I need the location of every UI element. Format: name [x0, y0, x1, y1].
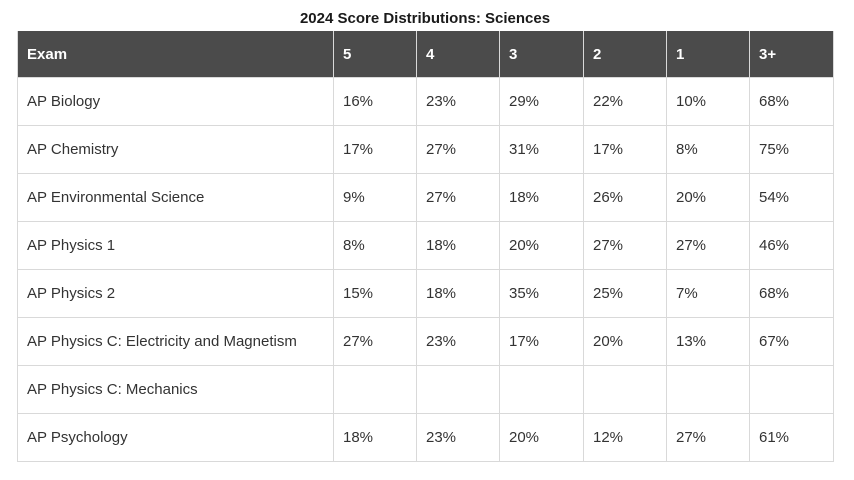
score-1-cell	[666, 365, 750, 414]
score-3-plus-cell: 46%	[749, 221, 834, 270]
table-row: AP Physics C: Mechanics	[17, 365, 834, 414]
score-2-cell: 20%	[583, 317, 667, 366]
score-3-plus-cell: 61%	[749, 413, 834, 462]
score-5-cell: 15%	[333, 269, 417, 318]
score-3-cell: 17%	[499, 317, 584, 366]
score-5-cell: 17%	[333, 125, 417, 174]
header-score-4: 4	[416, 31, 500, 78]
score-1-cell: 20%	[666, 173, 750, 222]
score-3-cell: 35%	[499, 269, 584, 318]
score-1-cell: 7%	[666, 269, 750, 318]
score-5-cell	[333, 365, 417, 414]
header-score-3: 3	[499, 31, 584, 78]
exam-name: AP Physics 1	[17, 221, 334, 270]
exam-name: AP Physics C: Mechanics	[17, 365, 334, 414]
table-row: AP Environmental Science 9% 27% 18% 26% …	[17, 173, 834, 222]
score-3-cell: 20%	[499, 413, 584, 462]
exam-name: AP Psychology	[17, 413, 334, 462]
score-5-cell: 27%	[333, 317, 417, 366]
score-2-cell	[583, 365, 667, 414]
score-5-cell: 8%	[333, 221, 417, 270]
header-score-1: 1	[666, 31, 750, 78]
exam-name: AP Physics C: Electricity and Magnetism	[17, 317, 334, 366]
score-2-cell: 25%	[583, 269, 667, 318]
header-score-2: 2	[583, 31, 667, 78]
score-2-cell: 22%	[583, 77, 667, 126]
score-3-plus-cell: 68%	[749, 77, 834, 126]
table-row: AP Chemistry 17% 27% 31% 17% 8% 75%	[17, 125, 834, 174]
score-3-cell: 18%	[499, 173, 584, 222]
score-4-cell: 27%	[416, 173, 500, 222]
score-3-plus-cell	[749, 365, 834, 414]
table-title: 2024 Score Distributions: Sciences	[299, 10, 551, 27]
score-4-cell: 23%	[416, 413, 500, 462]
score-1-cell: 27%	[666, 413, 750, 462]
exam-name: AP Physics 2	[17, 269, 334, 318]
score-3-plus-cell: 68%	[749, 269, 834, 318]
table-row: AP Physics 2 15% 18% 35% 25% 7% 68%	[17, 269, 834, 318]
score-4-cell: 27%	[416, 125, 500, 174]
header-score-5: 5	[333, 31, 417, 78]
score-5-cell: 18%	[333, 413, 417, 462]
score-table-container: 2024 Score Distributions: Sciences Exam …	[17, 7, 834, 462]
score-2-cell: 26%	[583, 173, 667, 222]
score-3-cell: 20%	[499, 221, 584, 270]
score-3-cell: 31%	[499, 125, 584, 174]
table-row: AP Physics C: Electricity and Magnetism …	[17, 317, 834, 366]
score-2-cell: 27%	[583, 221, 667, 270]
score-4-cell: 18%	[416, 221, 500, 270]
score-1-cell: 27%	[666, 221, 750, 270]
score-3-plus-cell: 75%	[749, 125, 834, 174]
header-score-3-plus: 3+	[749, 31, 834, 78]
score-1-cell: 8%	[666, 125, 750, 174]
table-row: AP Psychology 18% 23% 20% 12% 27% 61%	[17, 413, 834, 462]
score-4-cell: 18%	[416, 269, 500, 318]
score-5-cell: 9%	[333, 173, 417, 222]
table-header-row: Exam 5 4 3 2 1 3+	[17, 31, 834, 78]
exam-name: AP Environmental Science	[17, 173, 334, 222]
score-2-cell: 17%	[583, 125, 667, 174]
score-3-cell: 29%	[499, 77, 584, 126]
exam-name: AP Biology	[17, 77, 334, 126]
table-row: AP Physics 1 8% 18% 20% 27% 27% 46%	[17, 221, 834, 270]
score-4-cell	[416, 365, 500, 414]
score-3-plus-cell: 54%	[749, 173, 834, 222]
score-4-cell: 23%	[416, 317, 500, 366]
score-5-cell: 16%	[333, 77, 417, 126]
header-exam: Exam	[17, 31, 334, 78]
score-1-cell: 10%	[666, 77, 750, 126]
score-1-cell: 13%	[666, 317, 750, 366]
score-distribution-table: Exam 5 4 3 2 1 3+ AP Biology 16% 23% 29%…	[17, 31, 834, 462]
score-2-cell: 12%	[583, 413, 667, 462]
exam-name: AP Chemistry	[17, 125, 334, 174]
score-3-plus-cell: 67%	[749, 317, 834, 366]
score-4-cell: 23%	[416, 77, 500, 126]
score-3-cell	[499, 365, 584, 414]
table-row: AP Biology 16% 23% 29% 22% 10% 68%	[17, 77, 834, 126]
